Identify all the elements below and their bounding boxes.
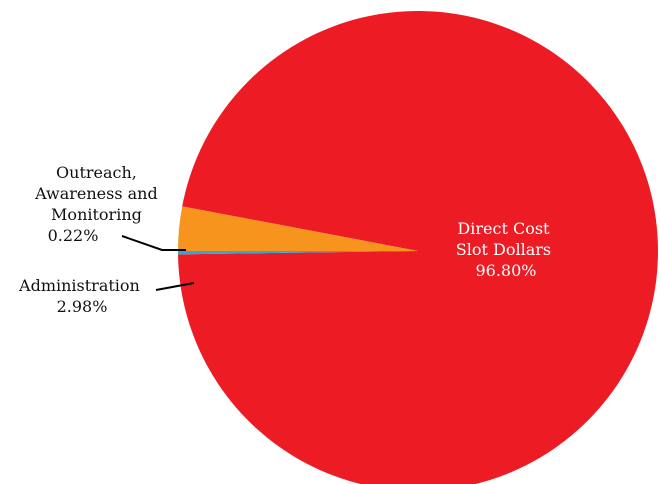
slice-label-direct-cost: Direct Cost Slot Dollars 96.80% xyxy=(456,219,556,280)
slice-outreach xyxy=(177,251,418,255)
leader-line-administration xyxy=(155,282,195,291)
pie-slices xyxy=(177,10,658,484)
leader-lines xyxy=(121,235,195,291)
direct-cost-line-1: Direct Cost xyxy=(457,219,550,238)
outreach-line-3: Monitoring xyxy=(51,205,142,224)
slice-label-administration: Administration 2.98% xyxy=(18,276,145,316)
administration-line-1: Administration xyxy=(18,276,140,295)
outreach-line-2: Awareness and xyxy=(34,184,158,203)
leader-line-outreach xyxy=(121,235,186,251)
outreach-line-1: Outreach, xyxy=(56,163,137,182)
administration-percent: 2.98% xyxy=(57,297,108,316)
slice-label-outreach: Outreach, Awareness and Monitoring 0.22% xyxy=(34,163,163,245)
direct-cost-line-2: Slot Dollars xyxy=(456,240,551,259)
outreach-percent: 0.22% xyxy=(48,226,99,245)
slice-administration xyxy=(177,206,418,251)
direct-cost-percent: 96.80% xyxy=(475,261,536,280)
slice-direct-cost xyxy=(178,10,658,484)
